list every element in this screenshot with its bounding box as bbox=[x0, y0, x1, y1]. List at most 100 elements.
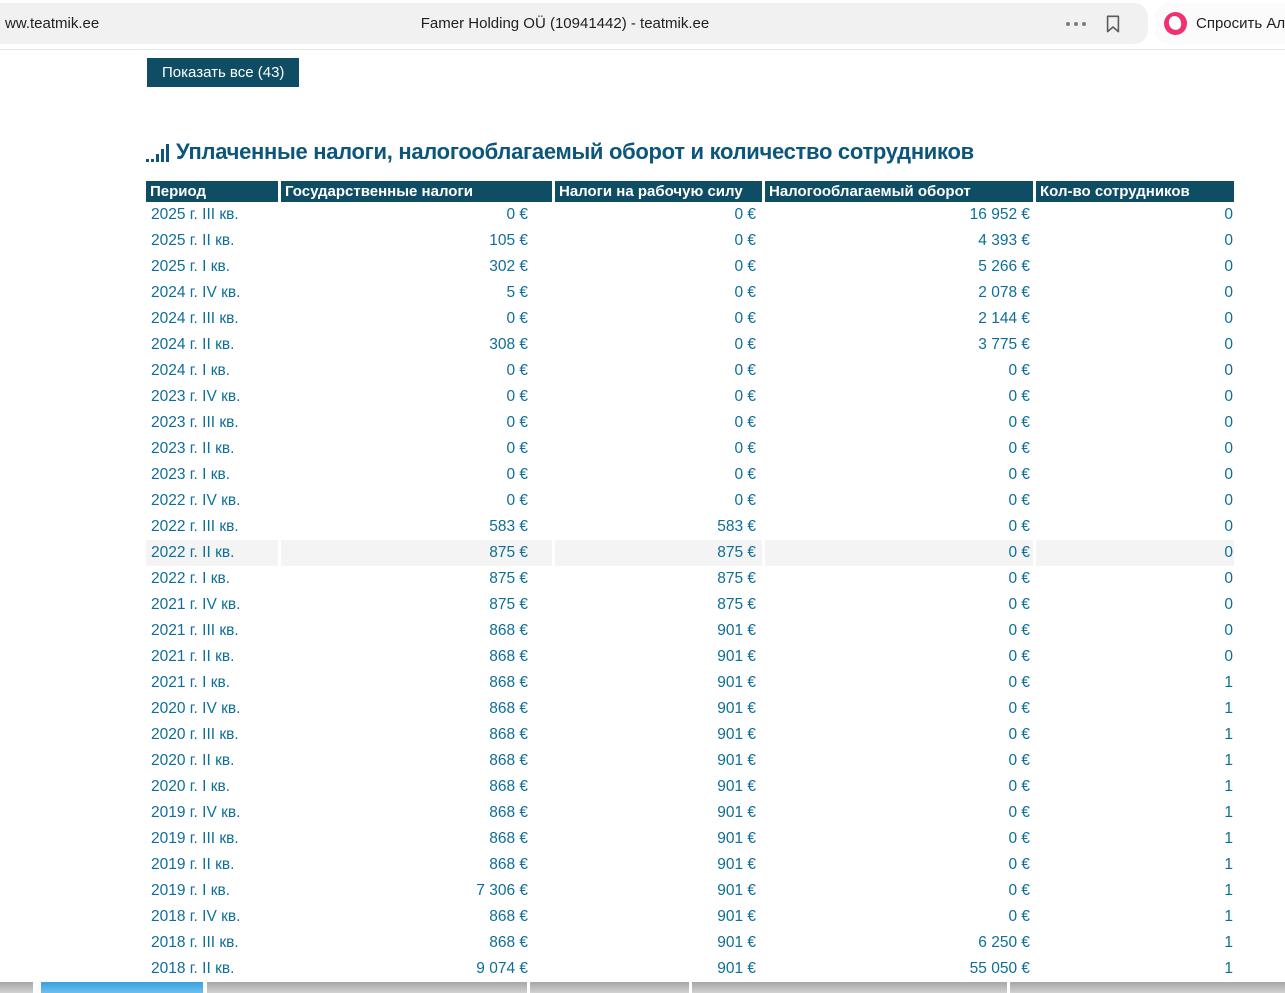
table-row[interactable]: 2018 г. II кв. 9 074 € 901 € 55 050 € 1 bbox=[146, 956, 1234, 982]
table-row[interactable]: 2021 г. I кв. 868 € 901 € 0 € 1 bbox=[146, 670, 1234, 696]
state-taxes-cell: 9 074 € bbox=[476, 960, 528, 977]
table-row[interactable]: 2025 г. III кв. 0 € 0 € 16 952 € 0 bbox=[146, 202, 1234, 228]
state-taxes-cell: 868 € bbox=[489, 674, 528, 691]
labor-taxes-cell: 901 € bbox=[717, 882, 756, 899]
browser-tab[interactable]: ww.teatmik.ee Famer Holding OÜ (10941442… bbox=[0, 3, 1148, 44]
bookmark-icon[interactable] bbox=[1104, 14, 1122, 34]
table-row[interactable]: 2025 г. I кв. 302 € 0 € 5 266 € 0 bbox=[146, 254, 1234, 280]
labor-taxes-cell: 901 € bbox=[717, 960, 756, 977]
state-taxes-cell: 868 € bbox=[489, 934, 528, 951]
period-cell: 2024 г. II кв. bbox=[151, 336, 235, 353]
bottom-tab[interactable] bbox=[692, 982, 1007, 993]
table-row[interactable]: 2024 г. IV кв. 5 € 0 € 2 078 € 0 bbox=[146, 280, 1234, 306]
table-row[interactable]: 2022 г. II кв. 875 €875 €0 €0 bbox=[146, 540, 1234, 566]
period-cell: 2025 г. I кв. bbox=[151, 258, 231, 275]
table-row[interactable]: 2023 г. I кв. 0 € 0 € 0 € 0 bbox=[146, 462, 1234, 488]
state-taxes-cell: 868 € bbox=[489, 700, 528, 717]
assistant-button[interactable]: Спросить Ал bbox=[1155, 3, 1285, 44]
period-cell: 2019 г. IV кв. bbox=[151, 804, 241, 821]
employees-cell: 0 bbox=[1224, 648, 1233, 665]
labor-taxes-cell: 901 € bbox=[717, 726, 756, 743]
table-row[interactable]: 2019 г. II кв. 868 € 901 € 0 € 1 bbox=[146, 852, 1234, 878]
state-taxes-cell: 868 € bbox=[489, 908, 528, 925]
table-row[interactable]: 2022 г. I кв. 875 € 875 € 0 € 0 bbox=[146, 566, 1234, 592]
table-row[interactable]: 2020 г. II кв. 868 € 901 € 0 € 1 bbox=[146, 748, 1234, 774]
turnover-cell: 0 € bbox=[1008, 596, 1030, 613]
table-row[interactable]: 2022 г. III кв. 583 € 583 € 0 € 0 bbox=[146, 514, 1234, 540]
turnover-cell: 16 952 € bbox=[969, 206, 1030, 223]
section-title: Уплаченные налоги, налогооблагаемый обор… bbox=[176, 139, 974, 164]
table-row[interactable]: 2020 г. I кв. 868 € 901 € 0 € 1 bbox=[146, 774, 1234, 800]
turnover-cell: 5 266 € bbox=[978, 258, 1030, 275]
state-taxes-cell: 868 € bbox=[489, 830, 528, 847]
labor-taxes-cell: 0 € bbox=[734, 284, 756, 301]
turnover-cell: 0 € bbox=[1008, 908, 1030, 925]
show-all-button[interactable]: Показать все (43) bbox=[147, 58, 300, 87]
table-row[interactable]: 2023 г. II кв. 0 € 0 € 0 € 0 bbox=[146, 436, 1234, 462]
table-row[interactable]: 2021 г. III кв. 868 € 901 € 0 € 0 bbox=[146, 618, 1234, 644]
table-row[interactable]: 2024 г. I кв. 0 € 0 € 0 € 0 bbox=[146, 358, 1234, 384]
period-cell: 2018 г. III кв. bbox=[151, 934, 239, 951]
employees-cell: 1 bbox=[1224, 804, 1233, 821]
bottom-tab[interactable] bbox=[1010, 982, 1285, 993]
state-taxes-cell: 583 € bbox=[489, 518, 528, 535]
turnover-cell: 4 393 € bbox=[978, 232, 1030, 249]
labor-taxes-cell: 0 € bbox=[734, 258, 756, 275]
table-row[interactable]: 2019 г. IV кв. 868 € 901 € 0 € 1 bbox=[146, 800, 1234, 826]
period-cell: 2019 г. I кв. bbox=[151, 882, 231, 899]
bottom-tab-bar bbox=[0, 982, 1285, 993]
bottom-tab[interactable] bbox=[530, 982, 689, 993]
state-taxes-cell: 0 € bbox=[506, 492, 528, 509]
tab-title: Famer Holding OÜ (10941442) - teatmik.ee bbox=[420, 15, 710, 32]
column-header-labor-taxes: Налоги на рабочую силу bbox=[555, 181, 762, 202]
turnover-cell: 2 144 € bbox=[978, 310, 1030, 327]
period-cell: 2021 г. II кв. bbox=[151, 648, 235, 665]
browser-chrome: ww.teatmik.ee Famer Holding OÜ (10941442… bbox=[0, 0, 1285, 50]
column-header-state-taxes: Государственные налоги bbox=[281, 181, 552, 202]
bottom-tab[interactable] bbox=[0, 982, 33, 993]
labor-taxes-cell: 901 € bbox=[717, 648, 756, 665]
more-options-icon[interactable] bbox=[1066, 21, 1086, 26]
table-row[interactable]: 2021 г. IV кв. 875 € 875 € 0 € 0 bbox=[146, 592, 1234, 618]
turnover-cell: 0 € bbox=[1008, 388, 1030, 405]
state-taxes-cell: 7 306 € bbox=[476, 882, 528, 899]
table-row[interactable]: 2019 г. I кв. 7 306 € 901 € 0 € 1 bbox=[146, 878, 1234, 904]
tax-table: Период Государственные налоги Налоги на … bbox=[143, 181, 1237, 982]
table-row[interactable]: 2018 г. IV кв. 868 € 901 € 0 € 1 bbox=[146, 904, 1234, 930]
employees-cell: 1 bbox=[1224, 752, 1233, 769]
labor-taxes-cell: 0 € bbox=[734, 466, 756, 483]
period-cell: 2020 г. IV кв. bbox=[151, 700, 241, 717]
table-row[interactable]: 2021 г. II кв. 868 € 901 € 0 € 0 bbox=[146, 644, 1234, 670]
employees-cell: 1 bbox=[1224, 700, 1233, 717]
labor-taxes-cell: 0 € bbox=[734, 492, 756, 509]
bottom-tab-active[interactable] bbox=[41, 982, 203, 993]
employees-cell: 1 bbox=[1224, 908, 1233, 925]
period-cell: 2023 г. I кв. bbox=[151, 466, 231, 483]
table-row[interactable]: 2018 г. III кв. 868 € 901 € 6 250 € 1 bbox=[146, 930, 1234, 956]
employees-cell: 1 bbox=[1224, 960, 1233, 977]
period-cell: 2024 г. III кв. bbox=[151, 310, 239, 327]
employees-cell: 1 bbox=[1224, 778, 1233, 795]
employees-cell: 0 bbox=[1224, 466, 1233, 483]
employees-cell: 0 bbox=[1224, 388, 1233, 405]
employees-cell: 0 bbox=[1224, 518, 1233, 535]
table-row[interactable]: 2025 г. II кв. 105 € 0 € 4 393 € 0 bbox=[146, 228, 1234, 254]
labor-taxes-cell: 901 € bbox=[717, 830, 756, 847]
table-row[interactable]: 2020 г. IV кв. 868 € 901 € 0 € 1 bbox=[146, 696, 1234, 722]
assistant-label: Спросить Ал bbox=[1196, 15, 1285, 32]
table-row[interactable]: 2024 г. III кв. 0 € 0 € 2 144 € 0 bbox=[146, 306, 1234, 332]
table-row[interactable]: 2019 г. III кв. 868 € 901 € 0 € 1 bbox=[146, 826, 1234, 852]
employees-cell: 0 bbox=[1224, 336, 1233, 353]
period-cell: 2023 г. IV кв. bbox=[151, 388, 241, 405]
period-cell: 2024 г. I кв. bbox=[151, 362, 231, 379]
state-taxes-cell: 875 € bbox=[489, 596, 528, 613]
employees-cell: 0 bbox=[1224, 310, 1233, 327]
bottom-tab[interactable] bbox=[207, 982, 527, 993]
employees-cell: 1 bbox=[1224, 674, 1233, 691]
table-row[interactable]: 2024 г. II кв. 308 € 0 € 3 775 € 0 bbox=[146, 332, 1234, 358]
table-row[interactable]: 2023 г. IV кв. 0 € 0 € 0 € 0 bbox=[146, 384, 1234, 410]
table-row[interactable]: 2022 г. IV кв. 0 € 0 € 0 € 0 bbox=[146, 488, 1234, 514]
employees-cell: 0 bbox=[1224, 440, 1233, 457]
table-row[interactable]: 2020 г. III кв. 868 € 901 € 0 € 1 bbox=[146, 722, 1234, 748]
table-row[interactable]: 2023 г. III кв. 0 € 0 € 0 € 0 bbox=[146, 410, 1234, 436]
